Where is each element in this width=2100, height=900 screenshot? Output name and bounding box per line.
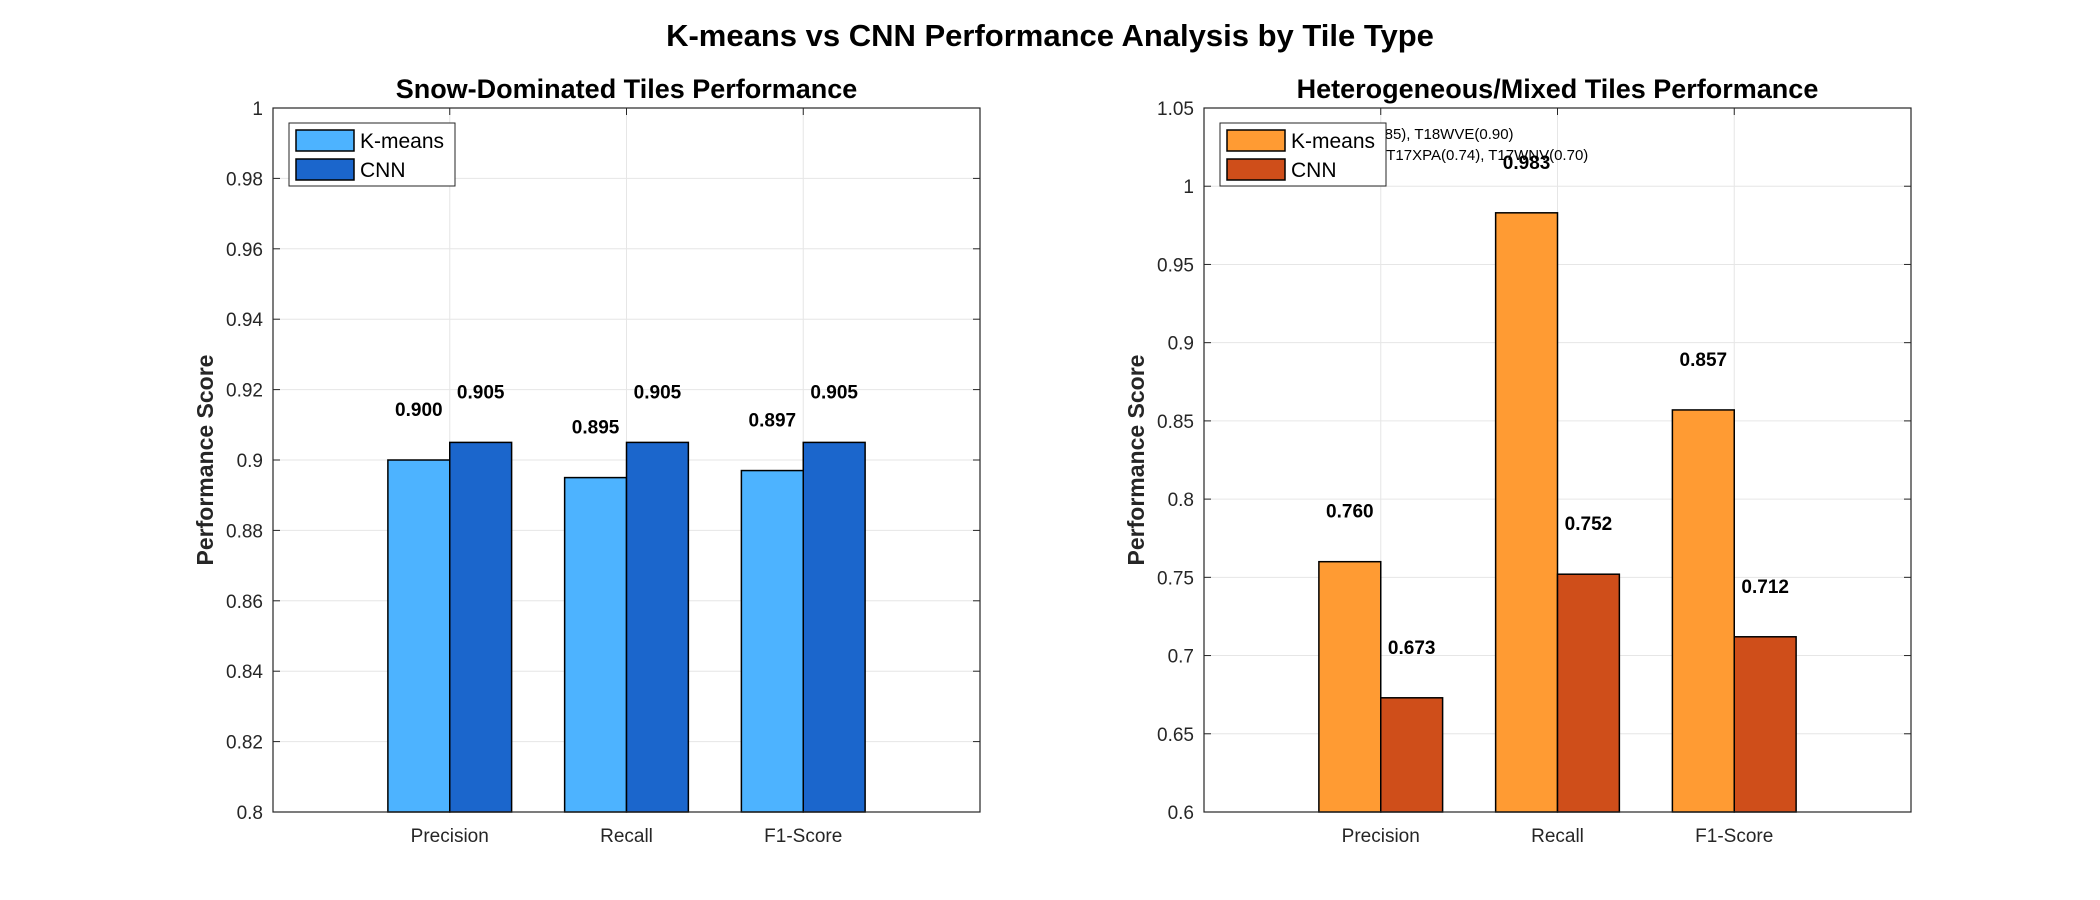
y-tick-label: 0.86 (226, 592, 263, 613)
y-tick-label: 0.9 (237, 451, 263, 472)
bar-cnn (1733, 636, 1797, 813)
bar-k-means (1494, 212, 1559, 813)
bar-k-means (1318, 560, 1382, 813)
data-label: 0.712 (1741, 577, 1789, 598)
bar-k-means (740, 469, 805, 813)
y-tick-label: 0.6 (1168, 803, 1194, 824)
plot-title: Snow-Dominated Tiles Performance (396, 74, 858, 104)
legend-label: K-means (360, 130, 444, 153)
y-tick-label: 0.84 (226, 662, 263, 683)
y-axis-label: Performance Score (1123, 355, 1149, 566)
y-axis-label: Performance Score (192, 355, 218, 566)
x-tick-label: F1-Score (1695, 826, 1773, 847)
y-tick-label: 0.75 (1157, 568, 1194, 589)
axes-box (272, 107, 981, 813)
legend-label: K-means (1291, 130, 1375, 153)
y-tick-label: 0.7 (1168, 647, 1194, 668)
chart-snow: 0.8 0.82 0.84 0.86 0.88 0.9 0.92 0.94 0.96 0.98 1 P… (192, 74, 981, 847)
data-label: 0.900 (395, 400, 443, 421)
data-label: 0.905 (810, 382, 858, 403)
x-tick-label: Recall (600, 826, 653, 847)
plot-title: Heterogeneous/Mixed Tiles Performance (1297, 74, 1819, 104)
bar-k-means (563, 476, 628, 813)
axes-box (1203, 107, 1912, 813)
y-tick-label: 0.96 (226, 240, 263, 261)
legend-swatch (295, 158, 355, 181)
legend: K-means CNN (1219, 122, 1387, 187)
bar-cnn (449, 441, 513, 813)
chart-mixed: 0.6 0.65 0.7 0.75 0.8 0.85 0.9 0.95 1 1.05 Precisi… (1123, 74, 1912, 847)
y-tick-label: 0.88 (226, 521, 263, 542)
bar-cnn (625, 441, 690, 813)
y-tick-label: 1.05 (1157, 99, 1194, 120)
y-tick-label: 0.94 (226, 310, 263, 331)
data-label: 0.983 (1503, 153, 1551, 174)
y-tick-label: 1 (252, 99, 263, 120)
data-label: 0.905 (457, 382, 505, 403)
data-label: 0.897 (749, 411, 797, 432)
y-tick-label: 0.8 (1168, 490, 1194, 511)
x-tick-label: F1-Score (764, 826, 842, 847)
x-tick-label: Recall (1531, 826, 1584, 847)
data-label: 0.752 (1565, 514, 1613, 535)
bar-cnn (1556, 573, 1621, 813)
legend-label: CNN (1291, 159, 1337, 182)
data-label: 0.905 (634, 382, 682, 403)
y-tick-label: 0.85 (1157, 412, 1194, 433)
y-tick-label: 1 (1183, 177, 1194, 198)
y-tick-label: 0.95 (1157, 255, 1194, 276)
legend-swatch (1226, 129, 1286, 152)
legend-swatch (1226, 158, 1286, 181)
bar-k-means (1671, 409, 1735, 813)
figure-title: K-means vs CNN Performance Analysis by T… (666, 18, 1434, 53)
y-tick-label: 0.98 (226, 169, 263, 190)
data-label: 0.857 (1680, 350, 1728, 371)
y-tick-label: 0.92 (226, 381, 263, 402)
y-tick-label: 0.9 (1168, 334, 1194, 355)
data-label: 0.673 (1388, 638, 1436, 659)
legend: K-means CNN (288, 122, 456, 187)
data-label: 0.895 (572, 418, 620, 439)
legend-swatch (295, 129, 355, 152)
bar-cnn (802, 441, 866, 813)
legend-label: CNN (360, 159, 406, 182)
y-tick-label: 0.65 (1157, 725, 1194, 746)
bar-cnn (1380, 697, 1444, 813)
data-label: 0.760 (1326, 502, 1374, 523)
x-tick-label: Precision (1342, 826, 1420, 847)
y-tick-label: 0.8 (237, 803, 263, 824)
bar-k-means (387, 459, 451, 813)
y-tick-label: 0.82 (226, 733, 263, 754)
x-tick-label: Precision (411, 826, 489, 847)
